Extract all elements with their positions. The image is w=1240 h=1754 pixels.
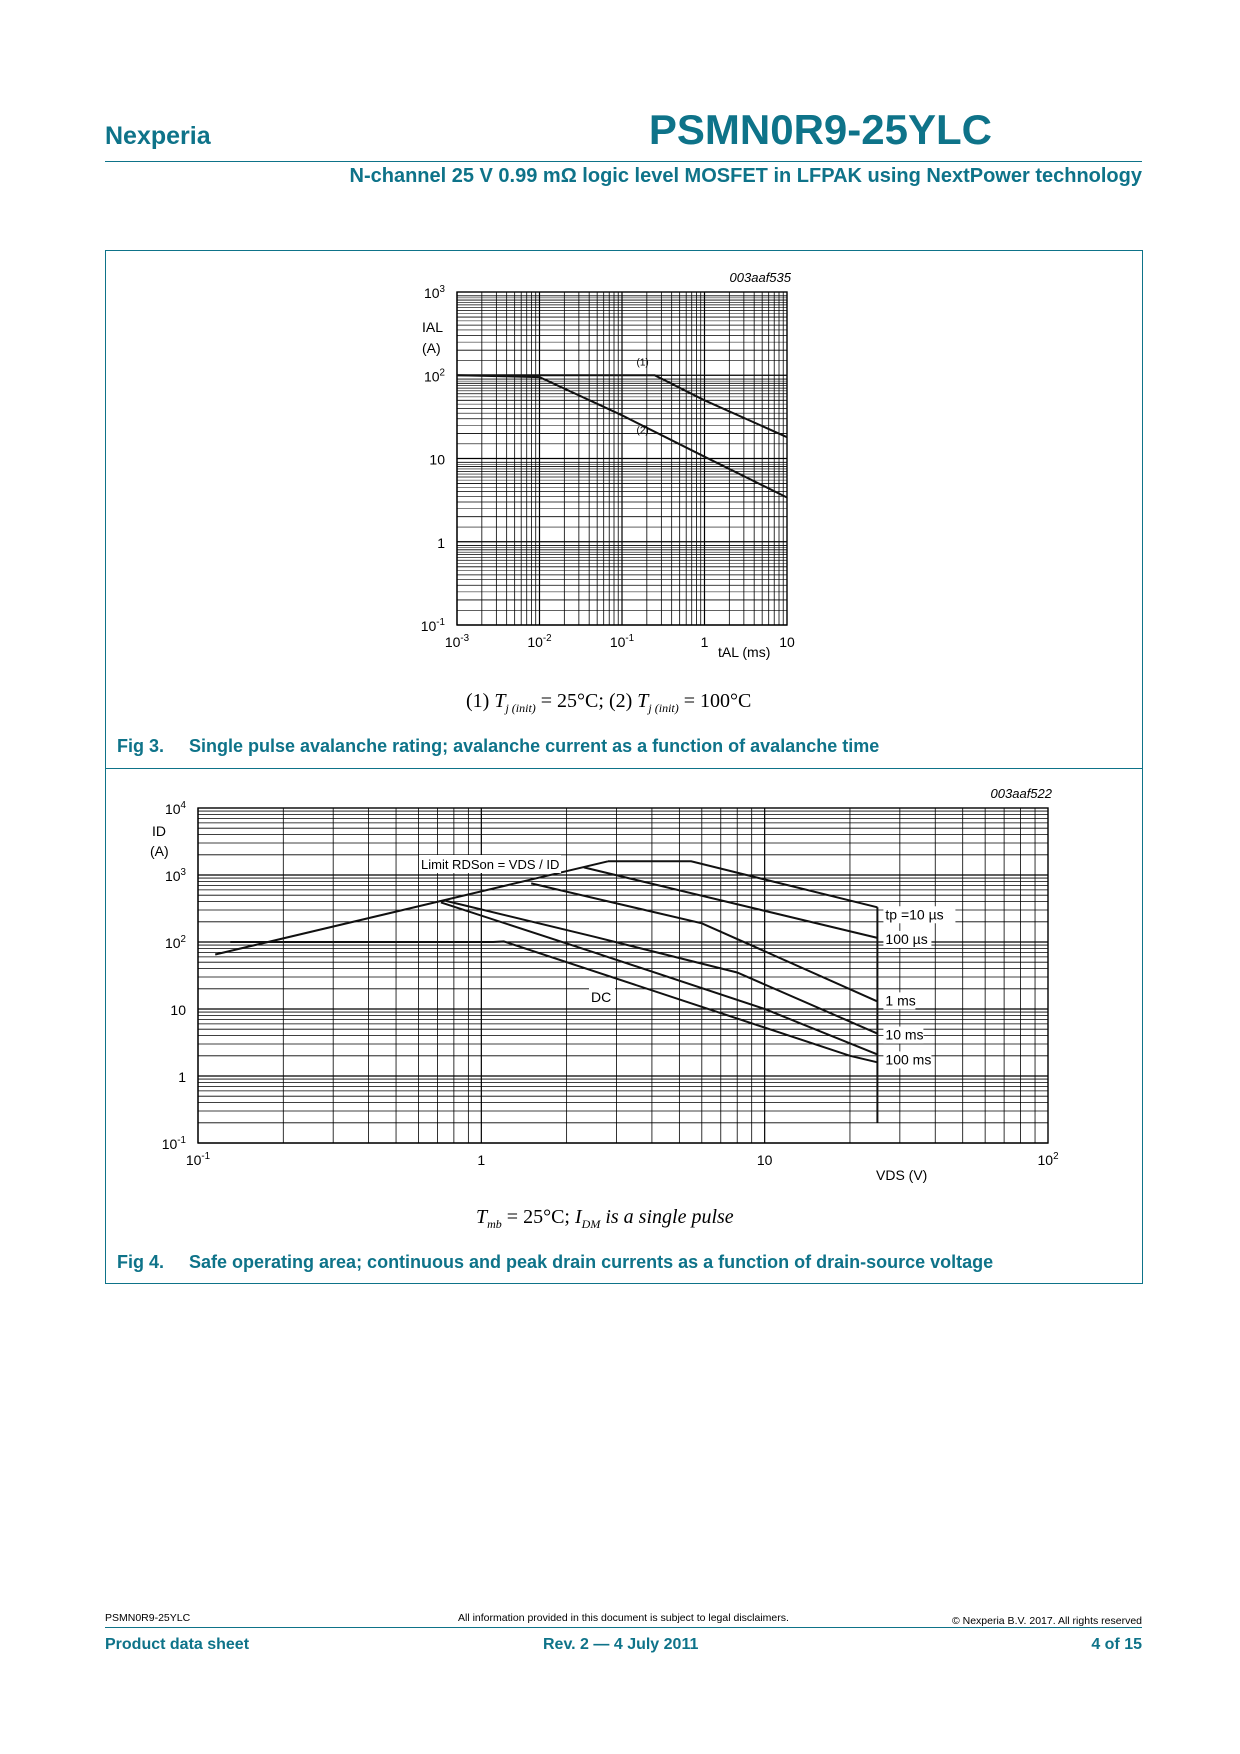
series-line: [608, 860, 878, 909]
footer-page: 4 of 15: [1091, 1636, 1142, 1653]
figure-box: [105, 250, 1143, 1284]
series-line: [214, 860, 609, 956]
y-tick-label: 102: [424, 367, 445, 384]
footer-doc-type: Product data sheet: [105, 1636, 250, 1653]
x-axis-label: tAL (ms): [718, 644, 770, 660]
figure-divider: [105, 768, 1142, 769]
footer-disclaimer: All information provided in this documen…: [458, 1612, 789, 1624]
series-line: [445, 899, 878, 1035]
formula-text: T: [476, 1206, 488, 1228]
formula-text: = 100°C: [678, 690, 752, 712]
series-label: 100 µs: [885, 931, 927, 947]
formula-text: DM: [581, 1217, 601, 1231]
footer-divider: [105, 1627, 1142, 1628]
fig4-formula: Tmb = 25°C; IDM is a single pulse: [476, 1206, 734, 1232]
series-label: 100 ms: [885, 1051, 931, 1067]
x-tick-label: 10-2: [527, 633, 551, 650]
limit-annotation: Limit RDSon = VDS / ID: [421, 857, 559, 872]
product-subtitle: N-channel 25 V 0.99 mΩ logic level MOSFE…: [349, 165, 1143, 187]
x-axis-label: VDS (V): [876, 1167, 927, 1183]
fig3-formula: (1) Tj (init) = 25°C; (2) Tj (init) = 10…: [466, 690, 751, 716]
footer-copyright: © Nexperia B.V. 2017. All rights reserve…: [951, 1615, 1142, 1627]
fig3-caption: Fig 3. Single pulse avalanche rating; ava…: [117, 736, 879, 757]
series-line: [456, 374, 788, 499]
product-title: PSMN0R9-25YLC: [648, 106, 992, 153]
x-tick-label: 1: [477, 1152, 485, 1168]
y-tick-label: 102: [165, 934, 186, 951]
x-tick-label: 10-1: [186, 1151, 210, 1168]
fig3-caption-text: Single pulse avalanche rating; avalanche…: [189, 736, 880, 756]
y-tick-label: 10-1: [421, 617, 445, 634]
formula-text: = 25°C; (2): [535, 690, 638, 712]
fig4-number: Fig 4.: [117, 1252, 165, 1272]
y-tick-label: 10: [429, 452, 445, 468]
formula-text: mb: [487, 1217, 502, 1231]
series-line: [530, 882, 878, 1003]
fig4-caption: Fig 4. Safe operating area; continuous an…: [117, 1252, 993, 1273]
label-bg: [883, 906, 956, 924]
formula-text: j (init): [505, 701, 536, 715]
brand-name: Nexperia: [105, 122, 211, 150]
y-axis-unit: (A): [422, 340, 441, 356]
header-divider: [105, 161, 1142, 162]
y-tick-label: 10: [170, 1002, 186, 1018]
series-line: [440, 901, 878, 1056]
footer-product: PSMN0R9-25YLC: [105, 1612, 191, 1624]
y-axis-unit: (A): [150, 843, 169, 859]
formula-text: = 25°C;: [501, 1206, 575, 1228]
plot-frame: [456, 291, 788, 626]
formula-text: T: [494, 690, 506, 712]
label-bg: [883, 930, 932, 948]
chart-id: 003aaf535: [730, 270, 792, 285]
annotation-bg: [419, 855, 561, 873]
formula-text: (1): [466, 690, 495, 712]
series-label: 1 ms: [885, 992, 915, 1008]
y-tick-label: 10-1: [162, 1135, 186, 1152]
series-label-2: (2): [637, 425, 649, 436]
x-tick-label: 102: [1037, 1151, 1058, 1168]
footer-revision: Rev. 2 — 4 July 2011: [543, 1636, 699, 1653]
x-tick-label: 10: [757, 1152, 773, 1168]
x-tick-label: 10-1: [610, 633, 634, 650]
series-label-dc: DC: [591, 989, 611, 1005]
y-axis-label: ID: [152, 823, 166, 839]
series-line: [583, 866, 878, 939]
y-tick-label: 104: [165, 800, 187, 817]
y-tick-label: 1: [178, 1069, 186, 1085]
formula-text: T: [637, 690, 649, 712]
series-label: 10 ms: [885, 1027, 923, 1043]
formula-text: j (init): [648, 701, 679, 715]
series-line: [457, 374, 788, 439]
y-tick-label: 103: [424, 284, 446, 301]
fig3-number: Fig 3.: [117, 736, 165, 756]
y-tick-label: 103: [165, 867, 187, 884]
series-label-1: (1): [637, 357, 649, 368]
fig4-caption-text: Safe operating area; continuous and peak…: [189, 1252, 994, 1272]
avalanche-chart: 10-3 10-2 10-1 1 10 10-1 1 10 102 103 003aaf535 IAL…: [150, 270, 1059, 1183]
series-label: tp =10 µs: [885, 906, 943, 922]
y-axis-label: IAL: [422, 319, 443, 335]
series-line: [230, 940, 878, 1064]
x-tick-label: 10-3: [445, 633, 470, 650]
plot-frame: [197, 807, 1049, 1144]
x-tick-label: 10: [779, 634, 795, 650]
label-bg: [883, 1026, 924, 1044]
chart-id: 003aaf522: [991, 786, 1053, 801]
label-bg: [589, 988, 615, 1005]
label-bg: [883, 1051, 932, 1069]
y-tick-label: 1: [437, 535, 445, 551]
x-tick-label: 1: [701, 634, 709, 650]
formula-text: I: [574, 1206, 582, 1228]
formula-text: is a single pulse: [600, 1206, 734, 1228]
label-bg: [883, 992, 916, 1010]
